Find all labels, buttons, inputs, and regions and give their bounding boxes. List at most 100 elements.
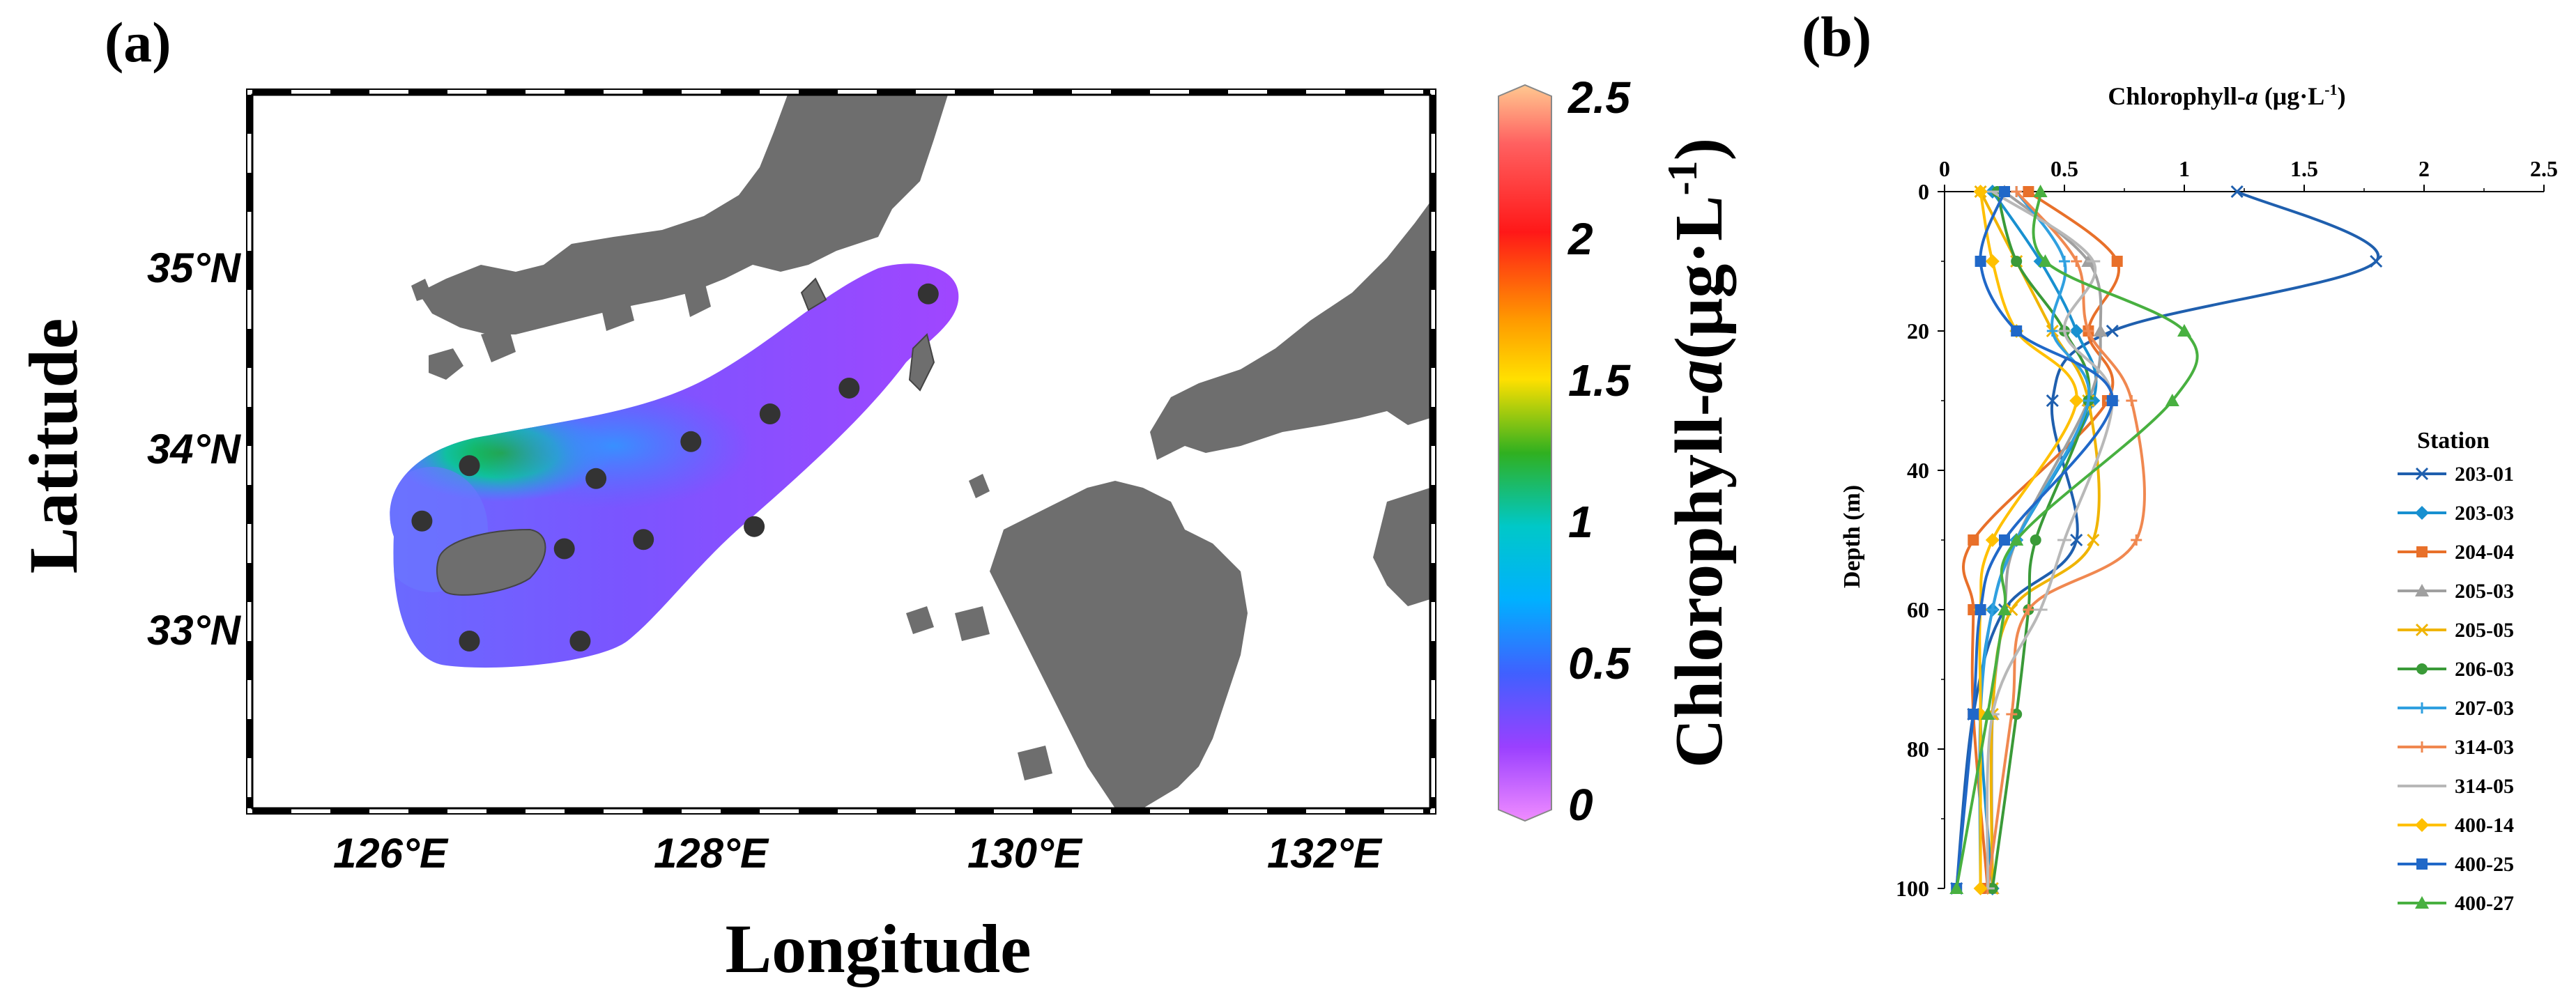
legend-marker-207-03 — [2416, 702, 2428, 714]
series-point-314-03 — [2023, 604, 2034, 615]
series-point-206-03 — [2030, 534, 2041, 546]
legend-label-207-03: 207-03 — [2455, 697, 2514, 720]
legend-marker-400-27 — [2415, 896, 2429, 909]
legend-label-203-01: 203-01 — [2455, 463, 2514, 486]
series-point-205-03 — [2093, 324, 2108, 337]
legend-marker-314-03 — [2416, 741, 2428, 753]
kyushu-islands — [906, 606, 1052, 780]
colorbar-title: Chlorophyll-a(μg·L-1) — [1659, 138, 1737, 768]
series-point-400-14 — [1985, 533, 2000, 547]
frame-segment — [330, 808, 369, 814]
series-point-400-25 — [1999, 186, 2010, 197]
chart-title: Chlorophyll-a (μg·L-1) — [2108, 81, 2345, 110]
frame-segment — [955, 808, 994, 814]
y-tick-label: 80 — [1907, 737, 1929, 762]
korea-landmass — [418, 95, 948, 334]
station-markers — [411, 283, 939, 652]
frame-segment — [1430, 797, 1436, 808]
series-point-400-25 — [2106, 395, 2118, 406]
x-tick-126: 126°E — [333, 830, 449, 877]
frame-segment — [1345, 89, 1384, 95]
frame-segment — [1423, 89, 1430, 95]
y-tick-34: 34°N — [147, 426, 242, 472]
series-point-207-03 — [2083, 395, 2094, 406]
iki-island — [969, 474, 990, 498]
profile-series — [1949, 185, 2383, 895]
frame-segment — [1430, 95, 1436, 134]
y-tick-33: 33°N — [147, 607, 242, 654]
legend-label-206-03: 206-03 — [2455, 658, 2514, 681]
kyushu-landmass — [990, 481, 1248, 808]
legend-label-205-05: 205-05 — [2455, 619, 2514, 642]
station-dot — [838, 377, 860, 399]
legend-marker-400-14 — [2415, 818, 2429, 832]
frame-segment — [247, 797, 252, 808]
shikoku-landmass — [1373, 488, 1430, 606]
frame-segment — [247, 719, 252, 758]
series-point-400-27 — [1980, 707, 1995, 720]
x-axis-title: Longitude — [725, 910, 1031, 987]
frame-segment — [247, 641, 252, 680]
frame-segment — [1189, 89, 1228, 95]
map-frame — [246, 88, 1436, 815]
frame-segment — [1267, 808, 1306, 814]
frame-segment — [247, 251, 252, 290]
frame-segment — [486, 808, 526, 814]
series-point-314-03 — [2126, 395, 2138, 406]
panel-b-profiles: (b) Chlorophyll-a (μg·L-1) Depth (m) 0 0.… — [1802, 5, 2558, 915]
frame-segment — [721, 89, 760, 95]
frame-segment — [247, 329, 252, 368]
frame-segment — [1430, 563, 1436, 602]
series-point-204-04 — [2023, 186, 2034, 197]
chart-title-post: (μg·L — [2258, 82, 2324, 110]
series-point-400-14 — [1985, 254, 2000, 268]
korea-islands-5 — [411, 279, 432, 301]
y-tick-35: 35°N — [147, 245, 242, 291]
cbar-tick-1: 1 — [1568, 497, 1593, 547]
station-dot — [585, 468, 607, 489]
frame-segment — [1430, 251, 1436, 290]
series-point-400-25 — [1975, 256, 1986, 267]
panel-b-label: (b) — [1802, 5, 1871, 68]
cbar-title-sup: -1 — [1659, 161, 1705, 196]
series-point-400-27 — [2033, 185, 2048, 197]
cbar-tick-0-5: 0.5 — [1568, 638, 1631, 688]
series-point-400-14 — [1973, 881, 1988, 895]
series-point-400-27 — [2177, 324, 2191, 337]
series-point-207-03 — [2046, 325, 2058, 337]
series-point-400-27 — [2009, 533, 2024, 546]
station-dot — [569, 631, 591, 652]
y-tick-label: 20 — [1907, 318, 1929, 344]
station-dot — [459, 631, 480, 652]
frame-segment — [1033, 808, 1072, 814]
series-point-203-01 — [2230, 185, 2244, 199]
station-dot — [744, 516, 765, 537]
series-point-314-03 — [2083, 325, 2094, 337]
legend-label-400-27: 400-27 — [2455, 892, 2514, 915]
station-dot — [459, 455, 480, 477]
odv-watermark: Ocean Data View / DIVA — [1437, 528, 1466, 808]
frame-segment — [799, 89, 838, 95]
x-tick-130: 130°E — [967, 830, 1083, 877]
chart-title-pre: Chlorophyll- — [2108, 82, 2245, 110]
frame-segment — [1189, 808, 1228, 814]
chart-title-sup: -1 — [2324, 81, 2337, 98]
frame-segment — [1430, 329, 1436, 368]
legend-marker-400-25 — [2416, 858, 2428, 870]
series-point-203-01 — [2070, 533, 2083, 547]
frame-segment — [1430, 719, 1436, 758]
frame-outer-border — [246, 88, 1436, 815]
cbar-title-main: Chlorophyll- — [1662, 394, 1737, 768]
x-tick-132: 132°E — [1267, 830, 1383, 877]
colorbar: 2.5 2 1.5 1 0.5 0 Chlorophyll-a(μg·L-1) — [1498, 72, 1737, 830]
series-point-314-03 — [2011, 186, 2023, 197]
y-tick-label: 40 — [1907, 458, 1929, 483]
legend-label-314-03: 314-03 — [2455, 736, 2514, 759]
frame-segment — [247, 563, 252, 602]
legend-marker-205-05 — [2415, 623, 2429, 637]
legend-label-204-04: 204-04 — [2455, 541, 2514, 564]
jeju-island — [436, 528, 546, 596]
frame-segment — [565, 808, 604, 814]
legend-label-400-14: 400-14 — [2455, 814, 2514, 837]
